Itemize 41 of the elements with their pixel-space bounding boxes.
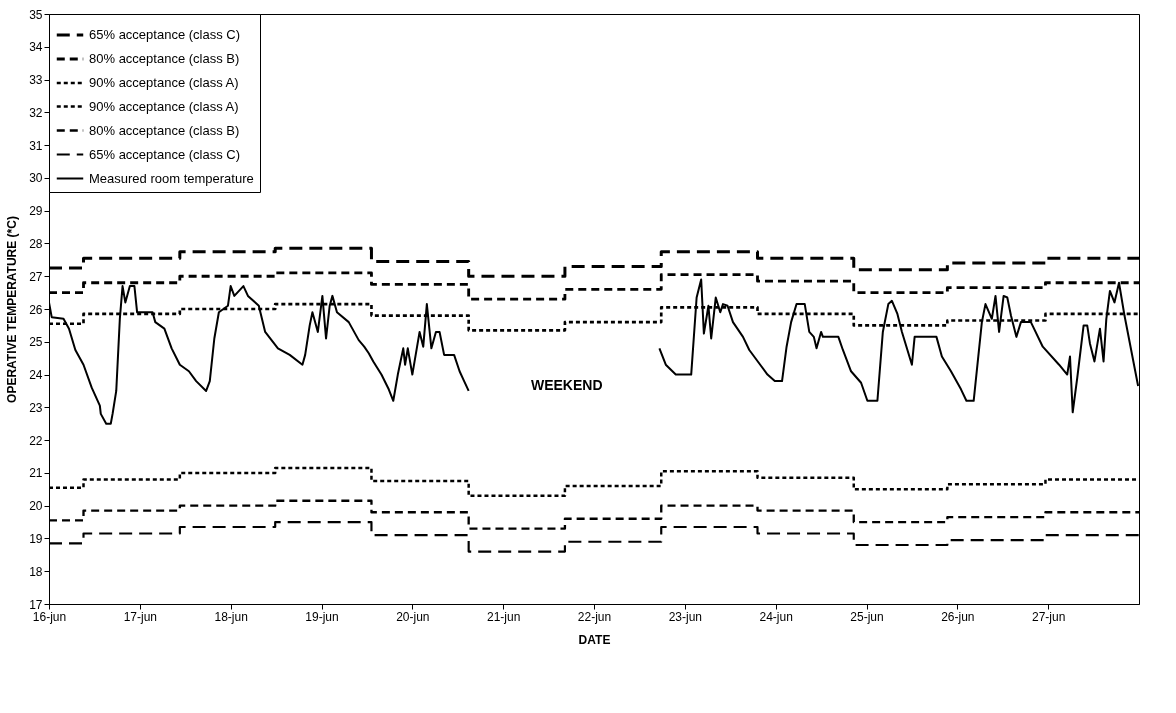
x-tick-label: 22-jun xyxy=(577,609,612,624)
legend-label: 65% acceptance (class C) xyxy=(89,27,241,42)
y-tick-label: 17 xyxy=(29,597,43,612)
x-tick-label: 26-jun xyxy=(941,609,975,624)
legend-label: 90% acceptance (class A) xyxy=(89,75,239,90)
y-tick-label: 28 xyxy=(29,236,43,251)
y-tick-label: 21 xyxy=(29,466,43,481)
x-tick-label: 16-jun xyxy=(32,609,67,624)
y-tick-label: 35 xyxy=(29,7,43,22)
y-tick-label: 31 xyxy=(29,138,43,153)
y-tick-label: 22 xyxy=(29,433,43,448)
x-tick-label: 20-jun xyxy=(396,609,430,624)
legend-label: 80% acceptance (class B) xyxy=(89,51,240,66)
legend-label: 90% acceptance (class A) xyxy=(89,98,239,114)
y-tick-label: 33 xyxy=(29,73,43,88)
x-tick-label: 19-jun xyxy=(305,609,339,624)
y-tick-label: 32 xyxy=(29,105,43,120)
legend-label: 65% acceptance (class C) xyxy=(89,146,241,162)
y-tick-label: 24 xyxy=(29,368,43,383)
y-tick-label: 27 xyxy=(29,269,43,284)
y-axis-title: OPERATIVE TEMPERATURE (*C) xyxy=(5,216,20,403)
x-tick-label: 23-jun xyxy=(668,609,703,624)
x-tick-label: 17-jun xyxy=(123,609,158,624)
annotation: WEEKEND xyxy=(530,376,603,393)
y-tick-label: 29 xyxy=(29,204,43,219)
y-tick-label: 18 xyxy=(29,564,43,579)
x-tick-label: 21-jun xyxy=(486,609,521,624)
x-tick-label: 27-jun xyxy=(1031,609,1066,624)
x-axis-title: DATE xyxy=(578,632,611,647)
x-tick-label: 24-jun xyxy=(759,609,793,624)
y-tick-label: 26 xyxy=(29,302,43,317)
y-tick-label: 23 xyxy=(29,400,43,415)
y-tick-label: 19 xyxy=(29,531,43,546)
y-tick-label: 34 xyxy=(29,40,43,55)
y-tick-label: 20 xyxy=(29,499,43,514)
x-tick-label: 18-jun xyxy=(214,609,248,624)
legend-label: 80% acceptance (class B) xyxy=(89,122,240,138)
x-tick-label: 25-jun xyxy=(850,609,884,624)
y-tick-label: 30 xyxy=(29,171,43,186)
legend-label: Measured room temperature xyxy=(89,170,254,186)
y-tick-label: 25 xyxy=(29,335,43,350)
